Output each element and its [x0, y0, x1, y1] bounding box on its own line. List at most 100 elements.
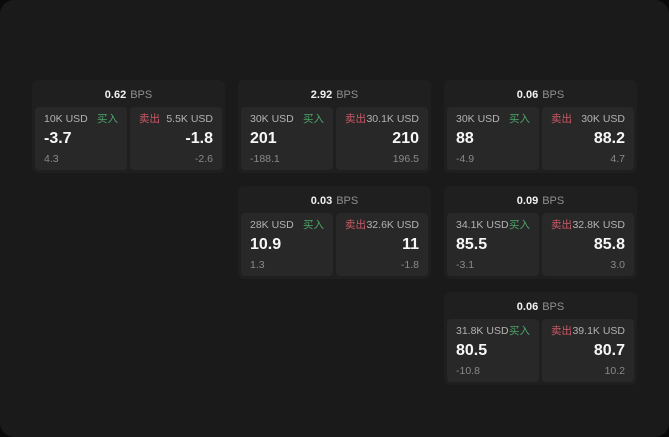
buy-price-value: 85.5 — [456, 236, 488, 253]
buy-amount-label: 30K USD — [456, 113, 500, 125]
buy-skew-value: 1.3 — [250, 258, 265, 271]
sell-side-label: 卖出 — [551, 113, 572, 125]
sell-skew-value: 4.7 — [610, 152, 625, 165]
buy-side-label: 买入 — [509, 113, 530, 125]
spread-unit: BPS — [542, 89, 565, 101]
sell-amount-label: 5.5K USD — [166, 113, 213, 125]
sell-side-label: 卖出 — [345, 113, 366, 125]
quote-card-body: 30K USD 买入 88 -4.9 卖出 30K USD 88.2 4.7 — [447, 107, 634, 170]
buy-panel-header: 34.1K USD 买入 — [456, 220, 530, 231]
sell-price-value: 88.2 — [593, 130, 625, 147]
buy-skew-value: -4.9 — [456, 152, 475, 165]
quote-card-body: 31.8K USD 买入 80.5 -10.8 卖出 39.1K USD 80.… — [447, 319, 634, 382]
spread-value: 0.62 — [104, 89, 127, 101]
sell-price-value: 85.8 — [593, 236, 625, 253]
sell-panel-header: 卖出 30K USD — [551, 114, 625, 125]
sell-amount-label: 39.1K USD — [572, 325, 625, 337]
sell-amount-label: 32.6K USD — [366, 219, 419, 231]
sell-price-value: 11 — [402, 236, 419, 253]
spread-header: 0.62 BPS — [35, 83, 222, 107]
buy-side-label: 买入 — [303, 219, 324, 231]
buy-skew-value: -188.1 — [250, 152, 280, 165]
sell-skew-value: 10.2 — [604, 364, 625, 377]
sell-price-value: 80.7 — [593, 342, 625, 359]
sell-side-label: 卖出 — [551, 219, 572, 231]
quote-card: 0.03 BPS 28K USD 买入 10.9 1.3 卖出 — [238, 186, 431, 279]
sell-quote-panel[interactable]: 卖出 39.1K USD 80.7 10.2 — [542, 319, 634, 382]
sell-panel-header: 卖出 39.1K USD — [551, 326, 625, 337]
sell-side-label: 卖出 — [345, 219, 366, 231]
sell-quote-panel[interactable]: 卖出 30.1K USD 210 196.5 — [336, 107, 428, 170]
buy-panel-header: 30K USD 买入 — [250, 114, 324, 125]
buy-amount-label: 34.1K USD — [456, 219, 509, 231]
sell-side-label: 卖出 — [139, 113, 160, 125]
spread-value: 0.06 — [516, 301, 539, 313]
buy-quote-panel[interactable]: 30K USD 买入 88 -4.9 — [447, 107, 539, 170]
spread-unit: BPS — [130, 89, 153, 101]
quote-card-body: 28K USD 买入 10.9 1.3 卖出 32.6K USD 11 -1.8 — [241, 213, 428, 276]
quote-card: 0.09 BPS 34.1K USD 买入 85.5 -3.1 卖出 — [444, 186, 637, 279]
spread-value: 0.03 — [310, 195, 333, 207]
sell-amount-label: 32.8K USD — [572, 219, 625, 231]
buy-price-value: 201 — [250, 130, 277, 147]
spread-header: 0.06 BPS — [447, 295, 634, 319]
buy-side-label: 买入 — [509, 219, 530, 231]
buy-quote-panel[interactable]: 10K USD 买入 -3.7 4.3 — [35, 107, 127, 170]
sell-skew-value: -2.6 — [194, 152, 213, 165]
sell-panel-header: 卖出 5.5K USD — [139, 114, 213, 125]
sell-skew-value: 3.0 — [610, 258, 625, 271]
sell-panel-header: 卖出 30.1K USD — [345, 114, 419, 125]
spread-unit: BPS — [542, 195, 565, 207]
spread-value: 2.92 — [310, 89, 333, 101]
buy-panel-header: 28K USD 买入 — [250, 220, 324, 231]
spread-unit: BPS — [542, 301, 565, 313]
sell-quote-panel[interactable]: 卖出 32.6K USD 11 -1.8 — [336, 213, 428, 276]
quote-card: 0.06 BPS 30K USD 买入 88 -4.9 卖出 — [444, 80, 637, 173]
buy-skew-value: 4.3 — [44, 152, 59, 165]
sell-skew-value: 196.5 — [392, 152, 419, 165]
sell-panel-header: 卖出 32.8K USD — [551, 220, 625, 231]
spread-header: 0.03 BPS — [241, 189, 428, 213]
sell-quote-panel[interactable]: 卖出 30K USD 88.2 4.7 — [542, 107, 634, 170]
buy-price-value: -3.7 — [44, 130, 72, 147]
quote-card-body: 34.1K USD 买入 85.5 -3.1 卖出 32.8K USD 85.8… — [447, 213, 634, 276]
buy-amount-label: 10K USD — [44, 113, 88, 125]
buy-panel-header: 30K USD 买入 — [456, 114, 530, 125]
quote-card-body: 30K USD 买入 201 -188.1 卖出 30.1K USD 210 1… — [241, 107, 428, 170]
buy-quote-panel[interactable]: 31.8K USD 买入 80.5 -10.8 — [447, 319, 539, 382]
sell-price-value: 210 — [392, 130, 419, 147]
sell-quote-panel[interactable]: 卖出 32.8K USD 85.8 3.0 — [542, 213, 634, 276]
sell-skew-value: -1.8 — [400, 258, 419, 271]
sell-panel-header: 卖出 32.6K USD — [345, 220, 419, 231]
buy-side-label: 买入 — [303, 113, 324, 125]
buy-side-label: 买入 — [509, 325, 530, 337]
spread-value: 0.09 — [516, 195, 539, 207]
buy-panel-header: 31.8K USD 买入 — [456, 326, 530, 337]
buy-quote-panel[interactable]: 30K USD 买入 201 -188.1 — [241, 107, 333, 170]
buy-panel-header: 10K USD 买入 — [44, 114, 118, 125]
spread-header: 2.92 BPS — [241, 83, 428, 107]
buy-quote-panel[interactable]: 34.1K USD 买入 85.5 -3.1 — [447, 213, 539, 276]
buy-skew-value: -10.8 — [456, 364, 480, 377]
buy-amount-label: 31.8K USD — [456, 325, 509, 337]
sell-quote-panel[interactable]: 卖出 5.5K USD -1.8 -2.6 — [130, 107, 222, 170]
spread-header: 0.06 BPS — [447, 83, 634, 107]
sell-amount-label: 30K USD — [581, 113, 625, 125]
buy-price-value: 80.5 — [456, 342, 488, 359]
sell-side-label: 卖出 — [551, 325, 572, 337]
quote-card-body: 10K USD 买入 -3.7 4.3 卖出 5.5K USD -1.8 -2.… — [35, 107, 222, 170]
sell-amount-label: 30.1K USD — [366, 113, 419, 125]
buy-quote-panel[interactable]: 28K USD 买入 10.9 1.3 — [241, 213, 333, 276]
quote-grid: 0.62 BPS 10K USD 买入 -3.7 4.3 卖出 — [32, 80, 637, 385]
buy-side-label: 买入 — [97, 113, 118, 125]
sell-price-value: -1.8 — [185, 130, 213, 147]
quote-card: 2.92 BPS 30K USD 买入 201 -188.1 卖出 — [238, 80, 431, 173]
spread-unit: BPS — [336, 89, 359, 101]
buy-price-value: 10.9 — [250, 236, 282, 253]
quote-card: 0.06 BPS 31.8K USD 买入 80.5 -10.8 卖 — [444, 292, 637, 385]
quote-card: 0.62 BPS 10K USD 买入 -3.7 4.3 卖出 — [32, 80, 225, 173]
buy-amount-label: 30K USD — [250, 113, 294, 125]
buy-skew-value: -3.1 — [456, 258, 475, 271]
